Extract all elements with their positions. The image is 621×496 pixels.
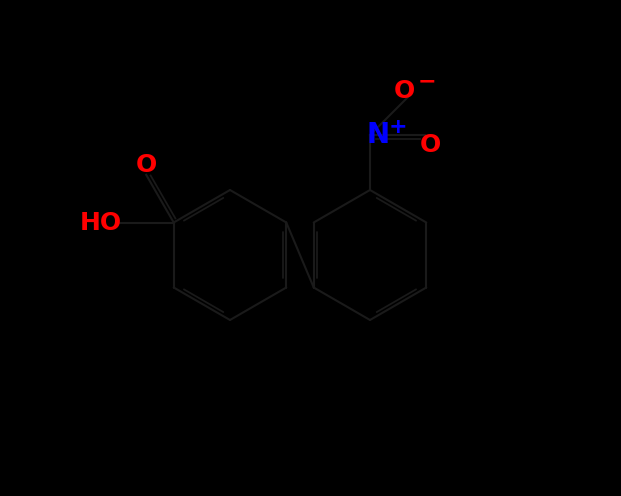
Text: −: −: [417, 71, 436, 91]
Text: O: O: [419, 133, 441, 157]
Text: O: O: [135, 153, 157, 177]
Text: O: O: [393, 79, 414, 103]
Text: +: +: [389, 117, 407, 137]
Text: N: N: [366, 121, 389, 149]
Text: HO: HO: [79, 210, 122, 235]
